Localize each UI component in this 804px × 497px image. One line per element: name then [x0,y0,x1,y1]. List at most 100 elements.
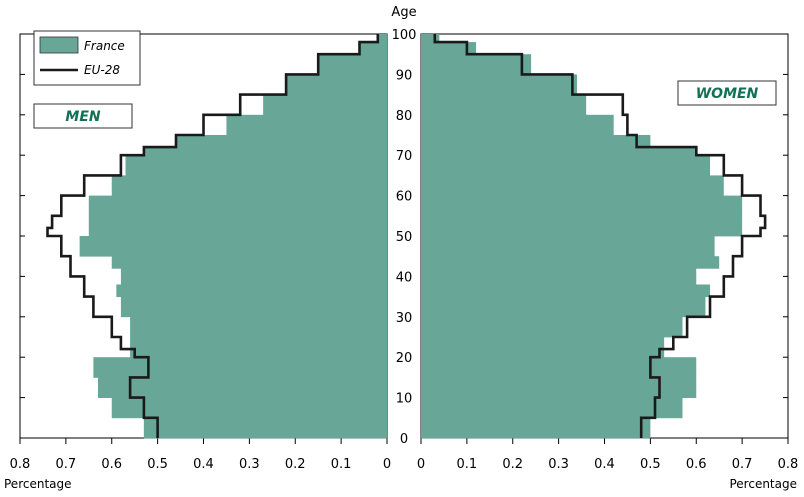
france-bar-women-age-28 [421,320,683,326]
france-bar-men-age-91 [318,66,387,71]
france-bar-men-age-10 [97,393,388,398]
france-bar-men-age-26 [130,328,387,334]
france-bar-women-age-37 [421,284,711,289]
france-bar-men-age-79 [226,114,387,120]
france-bar-men-age-49 [79,236,387,241]
france-bar-men-age-80 [263,110,387,116]
france-bar-women-age-53 [421,219,743,225]
france-bar-men-age-28 [130,320,387,326]
france-bar-women-age-20 [421,353,665,358]
france-bar-women-age-58 [421,199,743,205]
france-bar-women-age-48 [421,240,715,245]
france-bar-women-age-85 [421,90,577,95]
france-bar-women-age-95 [421,50,477,55]
men-label-box: MEN [33,103,133,129]
women-x-tick-label-1: 0.1 [457,457,478,472]
men-x-tick-label-8: 0 [383,457,391,472]
men-x-tick-label-0: 0.8 [10,457,31,472]
france-bar-men-age-11 [97,389,388,394]
eu-line-men [46,34,380,438]
france-bar-men-age-12 [97,385,388,390]
france-bar-women-age-21 [421,349,665,354]
france-bar-women-age-60 [421,191,724,196]
france-bar-women-age-9 [421,397,683,403]
france-bar-women-age-27 [421,324,683,330]
france-bar-women-age-19 [421,357,697,362]
men-panel [46,34,388,439]
women-x-tick-label-7: 0.7 [732,457,753,472]
france-bar-women-age-46 [421,248,715,253]
france-bar-men-age-62 [111,183,387,188]
women-x-tick-label-5: 0.5 [640,457,661,472]
age-tick-label-6: 60 [396,190,413,205]
france-bar-women-age-23 [421,341,665,346]
france-bar-women-age-26 [421,328,683,334]
france-bar-women-age-25 [421,332,683,338]
france-bar-men-age-69 [125,155,387,160]
france-bar-women-age-44 [421,256,720,261]
france-bar-men-age-82 [263,102,387,108]
france-bar-women-age-52 [421,223,743,229]
france-bar-women-age-99 [421,34,440,39]
age-tick-label-9: 90 [396,68,413,83]
france-bar-men-age-65 [125,171,387,176]
france-bar-women-age-8 [421,401,683,407]
france-bar-men-age-53 [88,219,387,225]
legend-france-swatch [39,36,79,54]
men-x-tick-label-6: 0.2 [285,457,306,472]
france-bar-men-age-20 [130,353,387,358]
france-bar-men-age-45 [79,252,387,257]
france-bar-women-age-40 [421,272,697,277]
france-bar-men-age-43 [111,260,387,265]
france-bar-women-age-29 [421,316,683,322]
women-x-tick-label-2: 0.2 [502,457,523,472]
france-bar-women-age-47 [421,244,715,249]
france-bar-men-age-59 [88,195,387,201]
france-bar-women-age-91 [421,66,532,71]
france-bar-men-age-93 [318,58,387,63]
france-bar-men-age-40 [120,272,388,277]
france-bar-men-age-84 [263,94,387,100]
france-bar-men-age-64 [111,175,387,180]
france-bar-women-age-96 [421,46,477,51]
france-bar-women-age-14 [421,377,697,382]
france-bar-women-age-17 [421,365,697,370]
france-bar-men-age-36 [116,288,388,293]
france-bar-women-age-51 [421,227,743,233]
men-x-tick-label-4: 0.4 [193,457,214,472]
france-bar-women-age-12 [421,385,697,390]
x-axis-title-left: Percentage [4,477,72,491]
france-bar-men-age-29 [130,316,387,322]
france-bar-women-age-49 [421,236,715,241]
france-bar-women-age-66 [421,167,711,172]
x-axis-title-right: Percentage [729,477,797,491]
france-bar-women-age-72 [421,143,651,148]
age-tick-label-0: 0 [400,432,408,447]
women-label-box: WOMEN [677,80,777,106]
women-x-tick-label-6: 0.6 [686,457,707,472]
women-label-frame [677,80,777,106]
france-bar-women-age-3 [421,421,651,427]
france-bar-men-age-30 [120,312,388,318]
france-bar-men-age-72 [175,143,387,148]
france-bar-women-age-62 [421,183,724,188]
age-axis-title: Age [391,5,416,20]
france-bar-women-age-2 [421,425,651,431]
men-x-tick-label-1: 0.7 [56,457,77,472]
france-bar-women-age-56 [421,207,743,213]
france-bar-men-age-19 [93,357,388,362]
france-bar-men-age-77 [226,122,387,128]
france-bar-women-age-6 [421,409,683,415]
france-bar-men-age-38 [120,280,388,285]
france-bar-women-age-82 [421,102,587,108]
france-bar-women-age-5 [421,413,683,419]
france-bar-men-age-88 [286,78,387,83]
france-bar-women-age-64 [421,175,724,180]
france-bar-men-age-24 [130,337,387,342]
france-bar-women-age-24 [421,337,665,342]
men-x-tick-label-7: 0.1 [331,457,352,472]
france-bar-women-age-74 [421,135,651,140]
france-bar-men-age-85 [286,90,387,95]
france-bar-men-age-6 [111,409,387,415]
